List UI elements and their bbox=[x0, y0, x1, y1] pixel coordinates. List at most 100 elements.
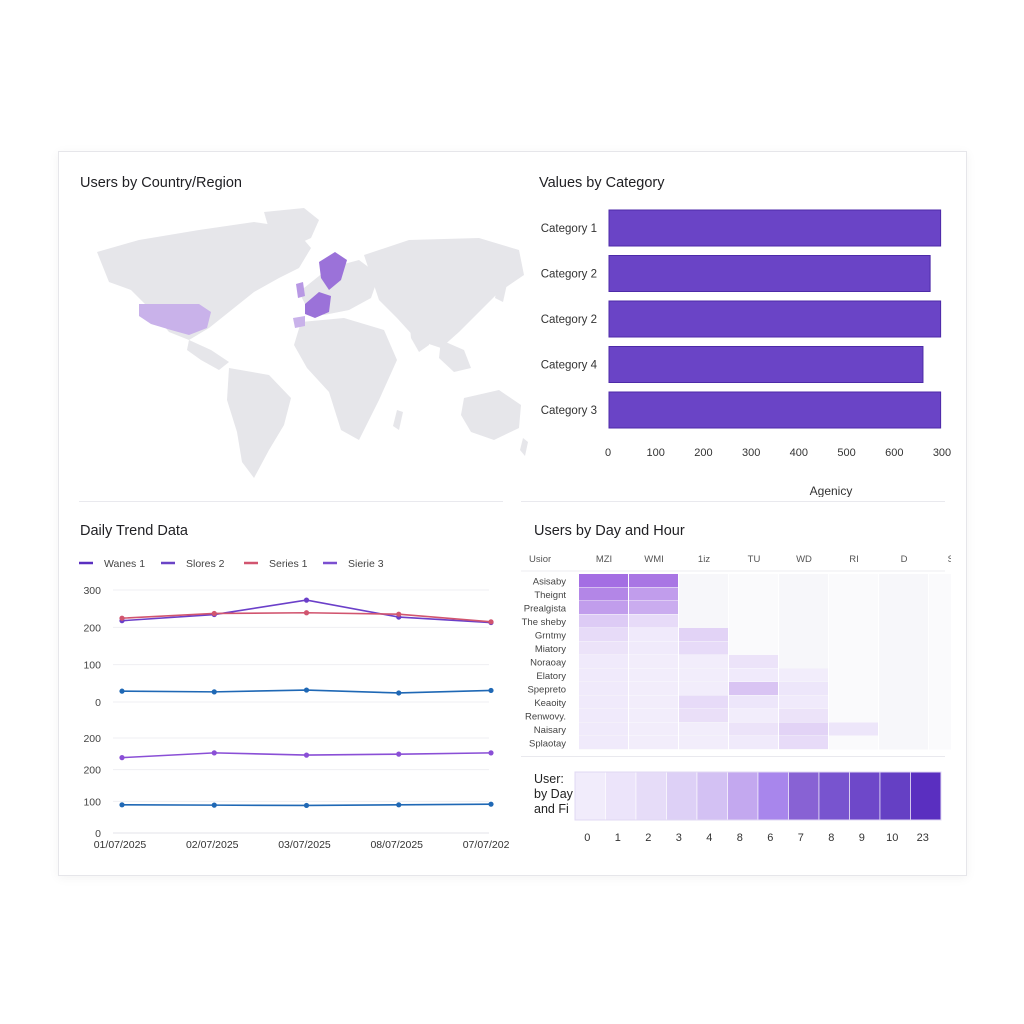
heatmap-cell bbox=[729, 722, 778, 736]
bar-category-label: Category 1 bbox=[541, 223, 597, 235]
map-australia bbox=[461, 390, 521, 440]
bar-title: Values by Category bbox=[539, 175, 665, 191]
heatmap-cell bbox=[729, 695, 778, 709]
line-y-tick-label: 100 bbox=[83, 796, 101, 808]
heatmap-cell bbox=[679, 736, 728, 749]
heatmap-cell bbox=[779, 682, 828, 695]
line-point bbox=[303, 597, 310, 603]
bar-x-tick-label: 100 bbox=[647, 447, 665, 459]
heatmap-row-label: Elatory bbox=[536, 671, 566, 682]
scale-cell bbox=[910, 771, 942, 821]
map-uk-highlight bbox=[296, 282, 305, 298]
legend-bar-label-line-2: by Day bbox=[534, 787, 573, 801]
map-se-asia bbox=[439, 340, 471, 372]
line-point bbox=[488, 687, 494, 694]
scale-tick-label: 8 bbox=[737, 832, 743, 844]
bar-x-tick-label: 300 bbox=[933, 447, 951, 459]
heatmap-cell bbox=[729, 709, 778, 722]
color-scale: 0 1 2 3 4 8 6 7 8 9 10 23 bbox=[574, 771, 942, 844]
line-point bbox=[488, 619, 494, 625]
heatmap-cell bbox=[579, 695, 628, 709]
scale-tick-label: 3 bbox=[676, 832, 682, 844]
line-point bbox=[119, 688, 125, 694]
map-spain-highlight bbox=[293, 316, 305, 328]
heatmap-cell bbox=[629, 736, 678, 749]
heatmap-cell bbox=[629, 641, 678, 655]
dashboard-card: Users by Country/Region bbox=[58, 151, 967, 876]
line-legend-item: Wanes 1 bbox=[79, 558, 145, 570]
scale-cell bbox=[635, 771, 667, 821]
scale-cell bbox=[818, 771, 850, 821]
heatmap-row-label: Miatory bbox=[535, 644, 566, 655]
scale-tick-label: 4 bbox=[706, 832, 712, 844]
line-legend-item: Slores 2 bbox=[161, 558, 225, 570]
heatmap-cell bbox=[629, 668, 678, 682]
map-usa-highlight bbox=[139, 304, 211, 335]
heatmap-cell bbox=[629, 682, 678, 695]
scale-cell bbox=[879, 771, 911, 821]
heatmap-cell bbox=[679, 709, 728, 722]
heatmap-cell bbox=[629, 709, 678, 722]
heatmap-column-bg bbox=[929, 574, 951, 750]
heatmap-column-bg bbox=[829, 574, 878, 750]
bar-category-label: Category 2 bbox=[541, 269, 597, 281]
bar-rect bbox=[608, 255, 931, 292]
heatmap-cell bbox=[629, 614, 678, 628]
line-point bbox=[488, 750, 494, 756]
heatmap-cell bbox=[579, 641, 628, 655]
line-point bbox=[303, 610, 310, 616]
heatmap-cell bbox=[779, 668, 828, 682]
legend-label: Sierie 3 bbox=[348, 558, 384, 570]
scale-tick-label: 0 bbox=[584, 832, 590, 844]
line-y-tick-label: 200 bbox=[83, 765, 101, 777]
map-india bbox=[409, 318, 431, 352]
heatmap-row-label: Naisary bbox=[534, 725, 566, 736]
scale-cell bbox=[757, 771, 789, 821]
line-chart: Wanes 1 Slores 2 Series 1 Sierie 3 300 200 100… bbox=[79, 558, 509, 851]
bar-category-label: Category 4 bbox=[541, 360, 598, 372]
heatmap-cell bbox=[729, 682, 778, 695]
heatmap-row-label: Spepreto bbox=[527, 684, 566, 695]
heatmap-row-label: Keaoity bbox=[534, 698, 566, 709]
heatmap-cell bbox=[579, 574, 628, 587]
bar-rect bbox=[608, 300, 942, 338]
line-point bbox=[211, 750, 217, 756]
scale-tick-label: 1 bbox=[615, 832, 621, 844]
line-point bbox=[396, 611, 402, 617]
heatmap-row-label: Grntmy bbox=[535, 630, 566, 641]
map-madagascar bbox=[393, 410, 403, 430]
line-y-tick-label: 200 bbox=[83, 622, 101, 634]
heatmap-row-label: The sheby bbox=[522, 617, 567, 628]
scale-cell bbox=[574, 771, 606, 821]
bar-axis-divider bbox=[521, 501, 945, 502]
line-y-tick-label: 200 bbox=[83, 733, 101, 745]
map-divider bbox=[79, 501, 503, 502]
heatmap-cell bbox=[729, 668, 778, 682]
line-y-tick-label: 0 bbox=[95, 697, 101, 709]
heatmap-column-label: D bbox=[901, 554, 908, 565]
scale-cell bbox=[788, 771, 820, 821]
bar-chart: Category 1 Category 2 Category 2 Category 4… bbox=[541, 209, 951, 497]
scale-tick-label: 7 bbox=[798, 832, 804, 844]
heatmap-cell bbox=[729, 655, 778, 668]
heatmap-cell bbox=[629, 587, 678, 601]
line-title: Daily Trend Data bbox=[80, 523, 188, 539]
heatmap-cell bbox=[629, 574, 678, 587]
heatmap-cell bbox=[679, 641, 728, 655]
line-y-tick-label: 0 bbox=[95, 828, 101, 840]
map-nz bbox=[520, 438, 528, 456]
bar-x-tick-label: 300 bbox=[742, 447, 760, 459]
scale-cell bbox=[727, 771, 759, 821]
heatmap-cell bbox=[679, 628, 728, 641]
heatmap-cell bbox=[779, 736, 828, 749]
line-legend-item: Series 1 bbox=[244, 558, 308, 570]
line-point bbox=[119, 802, 125, 808]
line-point bbox=[303, 752, 310, 758]
line-point bbox=[396, 751, 402, 757]
heatmap-cell bbox=[829, 722, 878, 736]
map-title: Users by Country/Region bbox=[80, 175, 242, 191]
heatmap-cell bbox=[579, 709, 628, 722]
heatmap-chart: Usior MZI WMI 1iz TU WD RI D SA Asisaby Theignt Pre… bbox=[521, 554, 951, 750]
legend-bar-label: User: by Day and Fi bbox=[534, 772, 573, 817]
heatmap-column-label: TU bbox=[748, 554, 761, 565]
